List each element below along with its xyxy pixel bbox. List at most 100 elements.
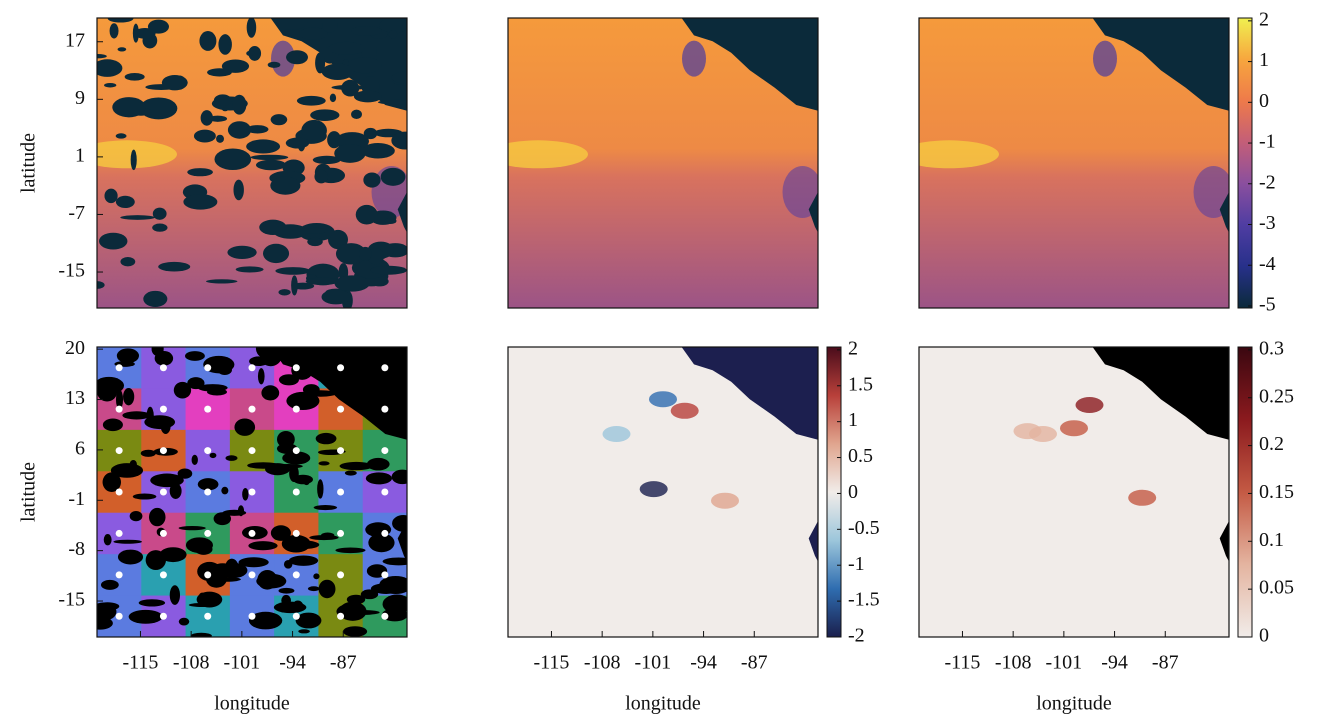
cloud (270, 176, 301, 195)
cloud (292, 600, 304, 613)
land (270, 347, 407, 562)
x-tick-label: -108 (173, 652, 210, 674)
cloud (263, 243, 290, 264)
field-patch (670, 402, 699, 419)
region-center (337, 405, 345, 413)
cloud (122, 353, 134, 367)
colorbar-tick-label: -5 (1259, 294, 1276, 316)
cloud (152, 223, 168, 232)
cloud (100, 579, 119, 590)
cloud (370, 583, 402, 594)
colorbar-tick-label: 0 (848, 481, 858, 503)
y-axis-label: latitude (18, 133, 40, 193)
region-center (248, 447, 256, 455)
region-center (115, 447, 123, 455)
cloud (199, 31, 217, 51)
cloud (292, 474, 313, 485)
cloud (351, 109, 362, 120)
land (681, 18, 818, 233)
cloud (363, 172, 381, 188)
cloud (314, 169, 329, 184)
cloud (246, 50, 255, 57)
x-tick-label: -115 (533, 652, 569, 674)
colorbar (1237, 17, 1253, 309)
cloud (392, 515, 407, 532)
heatmap-image (508, 18, 818, 308)
cloud (187, 168, 213, 177)
x-tick-label: -108 (995, 652, 1032, 674)
cloud (205, 279, 238, 284)
cloud (113, 539, 143, 544)
cloud (278, 587, 295, 594)
region-center (159, 488, 167, 496)
region-center (337, 488, 345, 496)
plot-frame (507, 17, 819, 309)
cloud (218, 34, 232, 55)
cloud (313, 505, 338, 511)
x-tick-label: -115 (944, 652, 980, 674)
colorbar-tick-label: -4 (1259, 253, 1276, 275)
cloud (377, 99, 407, 105)
cloud (161, 75, 188, 91)
cloud (214, 148, 252, 171)
cloud (307, 237, 323, 247)
x-tick-label: -87 (330, 652, 357, 674)
field-patch (782, 166, 818, 218)
colorbar-tick-label: 1 (848, 409, 858, 431)
cloud (123, 387, 135, 406)
cloud (321, 63, 354, 80)
cloud (313, 573, 320, 580)
cloud (318, 461, 330, 466)
heatmap-image (919, 347, 1229, 637)
colorbar-tick-label: 0.15 (1259, 481, 1294, 503)
cloud (203, 355, 235, 374)
cloud (363, 127, 378, 140)
cloud (302, 384, 320, 396)
y-tick-label: -15 (58, 589, 85, 611)
cloud (224, 558, 239, 579)
cloud (382, 557, 407, 566)
cloud (208, 115, 228, 122)
cloud (273, 224, 308, 239)
cloud (248, 541, 278, 551)
region-center (292, 488, 300, 496)
cloud (152, 207, 167, 220)
y-tick-label: 9 (75, 87, 85, 109)
y-tick-label: 6 (75, 437, 85, 459)
cloud (140, 449, 156, 457)
colorbar-tick-label: 0.25 (1259, 385, 1294, 407)
cloud (385, 359, 407, 375)
plot-frame (918, 17, 1230, 309)
cloud (270, 114, 288, 126)
cloud (200, 110, 214, 126)
cloud (169, 483, 182, 499)
x-tick-label: -108 (584, 652, 621, 674)
y-tick-label: -8 (68, 538, 85, 560)
cloud (276, 430, 295, 448)
field-patch (919, 140, 999, 169)
cloud (103, 534, 112, 546)
cloud (361, 143, 395, 159)
field-patch (1128, 489, 1157, 506)
field-patch (1193, 166, 1229, 218)
cloud (235, 266, 264, 273)
colorbar-tick-label: -1 (848, 553, 865, 575)
cloud (270, 525, 291, 541)
cloud (191, 454, 198, 466)
colorbar-tick-label: -1.5 (848, 589, 880, 611)
region-center (292, 571, 300, 579)
cloud (99, 232, 128, 250)
region-center (204, 364, 212, 372)
field-patch (682, 40, 706, 77)
colorbar-tick-label: -1 (1259, 131, 1276, 153)
field-patch (1029, 426, 1057, 442)
cloud (315, 432, 337, 445)
cloud (388, 30, 398, 39)
cloud (275, 18, 308, 30)
cloud (159, 547, 187, 563)
cloud (368, 533, 395, 553)
heatmap-image (97, 347, 407, 637)
cloud (301, 119, 327, 142)
region-center (204, 612, 212, 620)
